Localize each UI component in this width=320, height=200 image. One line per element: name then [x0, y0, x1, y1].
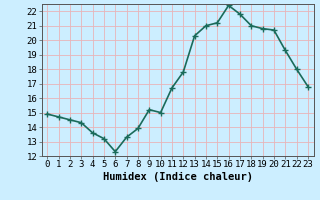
X-axis label: Humidex (Indice chaleur): Humidex (Indice chaleur): [103, 172, 252, 182]
